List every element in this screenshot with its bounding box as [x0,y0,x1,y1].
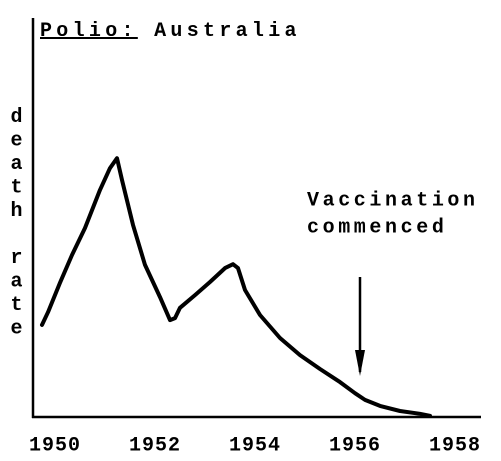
x-tick-label: 1950 [29,434,81,457]
annotation-arrowhead [355,350,365,376]
data-line [40,156,432,418]
chart-subtitle: Australia [154,20,301,43]
chart-title-block: Polio: Australia [40,20,301,43]
x-tick-label: 1956 [329,434,381,457]
annotation-text: Vaccination [307,189,479,212]
x-tick-label: 1952 [129,434,181,457]
x-tick-label: 1954 [229,434,281,457]
chart-title: Polio: [40,20,138,43]
annotation-text: commenced [307,216,447,239]
y-axis-label: death rate [5,106,28,341]
x-tick-label: 1958 [429,434,481,457]
